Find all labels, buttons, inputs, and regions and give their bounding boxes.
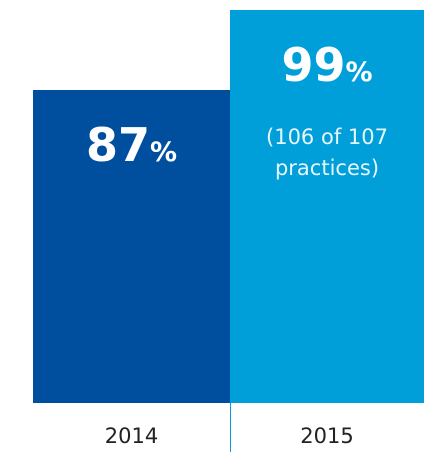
value-label: 87% — [85, 117, 178, 172]
bar — [230, 9, 424, 403]
x-tick-label: 2015 — [300, 424, 354, 448]
divider — [230, 403, 231, 452]
bar — [33, 89, 230, 403]
annotation: (106 of 107 practices) — [266, 124, 388, 180]
x-tick-label: 2014 — [104, 424, 159, 448]
value-label: 99% — [281, 37, 373, 92]
